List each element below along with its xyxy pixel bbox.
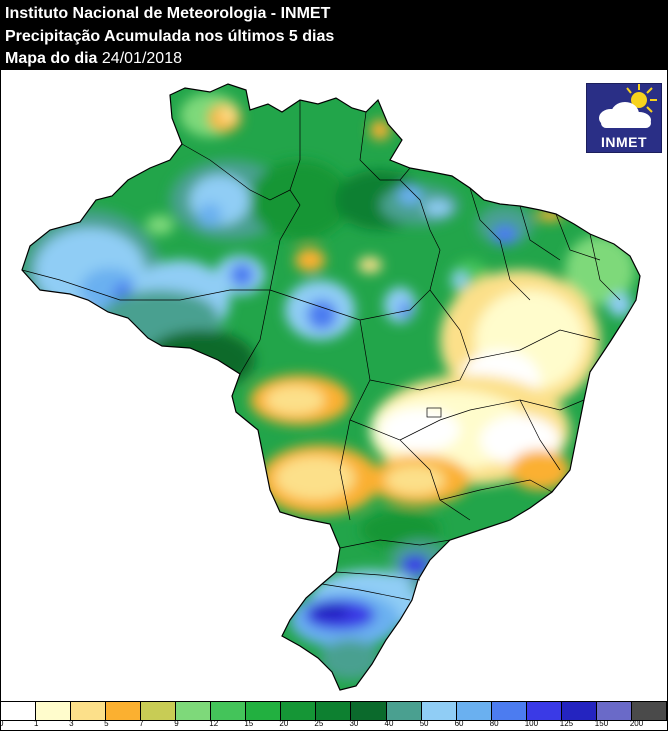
- map-date: 24/01/2018: [101, 50, 182, 67]
- legend-swatch: [71, 702, 107, 720]
- legend-swatch: [491, 702, 527, 720]
- legend-tick: 80: [489, 719, 527, 731]
- legend-tick: 1: [34, 719, 71, 731]
- legend-swatch: [141, 702, 177, 720]
- legend-swatch: [596, 702, 632, 720]
- map-subtitle: Precipitação Acumulada nos últimos 5 dia…: [5, 28, 335, 45]
- legend-swatch: [386, 702, 422, 720]
- legend-tick-label: 60: [454, 719, 464, 728]
- inmet-logo: INMET: [586, 83, 662, 153]
- brazil-outline: [21, 83, 641, 691]
- legend-swatch: [281, 702, 317, 720]
- legend-tick-label: 3: [69, 719, 74, 728]
- legend-tick-label: 100: [524, 719, 539, 728]
- legend-tick: 20: [279, 719, 316, 731]
- legend-tick-label: 1: [34, 719, 39, 728]
- legend-tick: 40: [384, 719, 422, 731]
- legend-tick: 200: [629, 719, 667, 731]
- legend-tick: 150: [594, 719, 632, 731]
- legend-swatch: [631, 702, 667, 720]
- legend-swatch: [211, 702, 247, 720]
- legend-swatch: [351, 702, 387, 720]
- legend-swatch: [36, 702, 72, 720]
- legend-tick-label: 15: [244, 719, 254, 728]
- legend-tick: 5: [104, 719, 141, 731]
- legend-tick-label: 40: [384, 719, 394, 728]
- legend-tick: 15: [244, 719, 281, 731]
- map-date-line: Mapa do dia 24/01/2018: [5, 50, 182, 68]
- legend-tick: 30: [349, 719, 386, 731]
- legend-tick: 7: [139, 719, 176, 731]
- legend-tick-label: 9: [174, 719, 179, 728]
- logo-text: INMET: [600, 134, 648, 150]
- legend-tick: 12: [209, 719, 246, 731]
- legend-swatch: [561, 702, 597, 720]
- legend-tick-label: 50: [419, 719, 429, 728]
- precipitation-map: [21, 83, 641, 691]
- institute-title: Instituto Nacional de Meteorologia - INM…: [5, 5, 331, 22]
- sun-cloud-icon: [599, 84, 657, 128]
- legend-swatch: [176, 702, 212, 720]
- legend-tick: 25: [314, 719, 351, 731]
- legend-swatch: [456, 702, 492, 720]
- state-borders: [21, 100, 621, 601]
- legend-tick-label: 200: [629, 719, 644, 728]
- legend-tick: 60: [454, 719, 492, 731]
- legend-tick: 125: [559, 719, 597, 731]
- date-prefix: Mapa do dia: [5, 50, 98, 67]
- legend-tick-label: 20: [279, 719, 289, 728]
- legend-tick: 3: [69, 719, 106, 731]
- legend-tick-label: 0: [0, 719, 4, 728]
- legend-swatch: [316, 702, 352, 720]
- legend-tick: 50: [419, 719, 457, 731]
- legend-swatch: [246, 702, 282, 720]
- legend-swatch: [1, 702, 37, 720]
- legend-tick-label: 25: [314, 719, 324, 728]
- header-bar: Instituto Nacional de Meteorologia - INM…: [0, 0, 668, 70]
- legend-swatch: [106, 702, 142, 720]
- legend-tick-label: 150: [594, 719, 609, 728]
- legend-tick-label: 5: [104, 719, 109, 728]
- legend-tick-label: 80: [489, 719, 499, 728]
- legend-tick-label: 125: [559, 719, 574, 728]
- legend-tick: 9: [174, 719, 211, 731]
- legend-swatch: [526, 702, 562, 720]
- legend-tick-label: 30: [349, 719, 359, 728]
- legend-tick: 100: [524, 719, 562, 731]
- legend-swatch: [421, 702, 457, 720]
- legend-tick: 0: [0, 719, 36, 731]
- precipitation-legend: [1, 701, 667, 721]
- legend-ticks: 0 1 3 5 7 9 12 15 20 25 30 40 50 60 80 100 125 150 200: [0, 719, 667, 731]
- legend-tick-label: 12: [209, 719, 219, 728]
- legend-tick-label: 7: [139, 719, 144, 728]
